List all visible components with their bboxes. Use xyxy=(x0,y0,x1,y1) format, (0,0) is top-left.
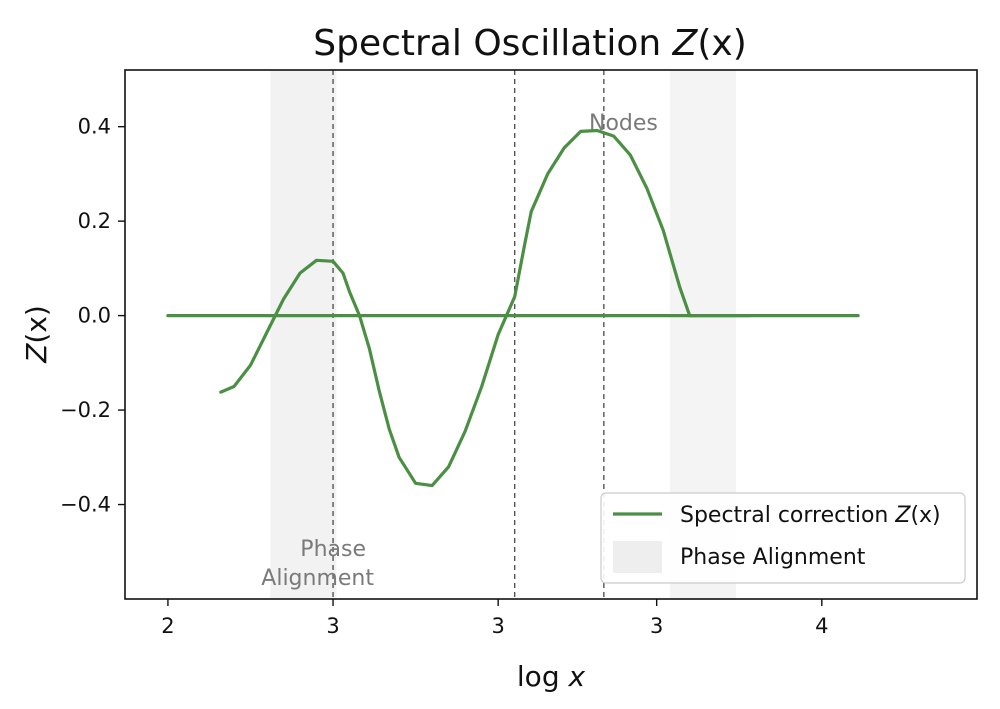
phase-annotation-line1: Phase xyxy=(300,537,366,562)
shaded-region-1 xyxy=(270,70,337,599)
x-tick-label-4: 3 xyxy=(650,614,663,638)
y-tick-label-2: 0.2 xyxy=(78,209,111,233)
legend-box xyxy=(600,492,966,584)
x-tick-label-2: 3 xyxy=(326,614,339,638)
legend-entry-spectral: Spectral correction Z(x) xyxy=(680,503,941,528)
legend-patch-swatch xyxy=(613,541,662,573)
phase-annotation-line2: Alignment xyxy=(261,566,374,591)
plot-frame xyxy=(124,69,978,600)
x-tick-label-1: 2 xyxy=(161,614,174,638)
node-lines xyxy=(332,70,605,599)
chart-title: Spectral Oscillation Z(x) xyxy=(313,23,747,64)
legend-entry-phase: Phase Alignment xyxy=(680,545,866,570)
y-tick-label-4: −0.2 xyxy=(60,398,111,422)
shaded-regions xyxy=(270,70,736,599)
series-lines xyxy=(166,128,860,488)
x-tick-label-5: 4 xyxy=(815,614,828,638)
y-tick-label-1: 0.4 xyxy=(78,115,111,139)
y-axis-label: Z(x) xyxy=(20,305,53,364)
series-line-1 xyxy=(219,128,751,488)
y-tick-label-3: 0.0 xyxy=(78,304,111,328)
y-ticks: 0.4 0.2 0.0 −0.2 −0.4 xyxy=(60,115,125,517)
legend: Spectral correction Z(x) Phase Alignment xyxy=(600,492,966,584)
x-tick-label-3: 3 xyxy=(491,614,504,638)
x-axis-label: log x xyxy=(517,660,586,693)
y-tick-label-5: −0.4 xyxy=(60,493,111,517)
x-ticks: 2 3 3 3 4 xyxy=(161,599,828,638)
